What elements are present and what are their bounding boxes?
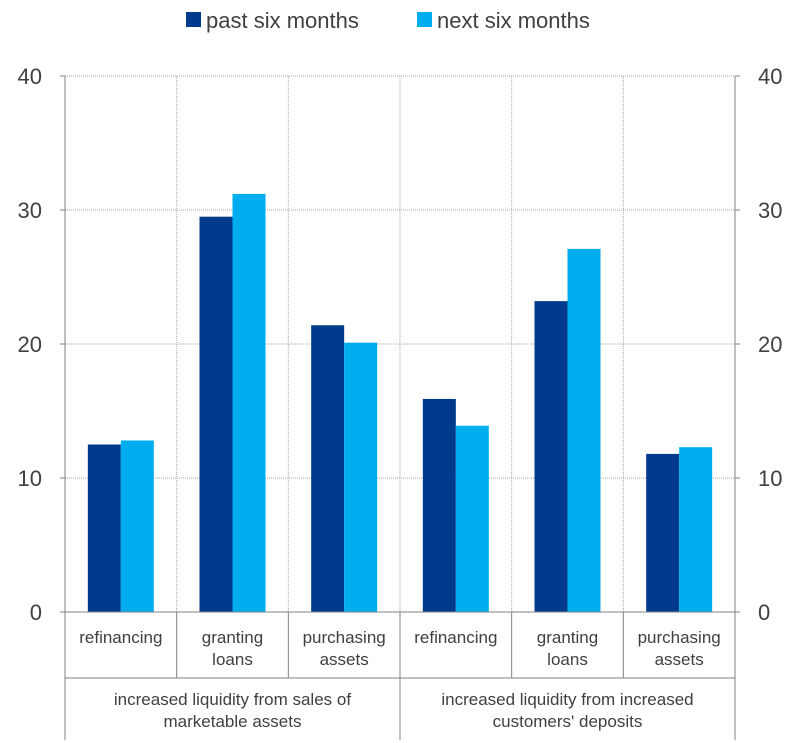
y-tick-label-left-0: 0 bbox=[30, 600, 42, 625]
chart-bars bbox=[87, 193, 713, 613]
category-label-6-line-2: assets bbox=[655, 650, 704, 669]
bar-series1-cat5 bbox=[534, 301, 568, 612]
chart-axes bbox=[60, 75, 740, 740]
y-tick-label-right-10: 10 bbox=[758, 466, 782, 491]
y-tick-label-left-20: 20 bbox=[18, 332, 42, 357]
legend-swatch-1 bbox=[186, 12, 201, 27]
bar-series1-cat6 bbox=[646, 453, 680, 612]
bar-series1-cat2 bbox=[199, 216, 233, 612]
category-label-2-line-1: granting bbox=[202, 628, 263, 647]
legend-label-1: past six months bbox=[206, 8, 359, 33]
bar-series1-cat3 bbox=[311, 325, 345, 612]
category-label-2-line-2: loans bbox=[212, 650, 253, 669]
category-label-6-line-1: purchasing bbox=[638, 628, 721, 647]
group-label-1-line-2: marketable assets bbox=[164, 712, 302, 731]
group-label-2-line-1: increased liquidity from increased bbox=[441, 690, 693, 709]
category-label-3-line-1: purchasing bbox=[303, 628, 386, 647]
legend-label-2: next six months bbox=[437, 8, 590, 33]
category-label-5-line-2: loans bbox=[547, 650, 588, 669]
bar-series2-cat3 bbox=[344, 342, 378, 612]
y-tick-label-right-20: 20 bbox=[758, 332, 782, 357]
bar-series2-cat5 bbox=[567, 248, 601, 613]
bar-series2-cat4 bbox=[455, 425, 489, 612]
category-label-5-line-1: granting bbox=[537, 628, 598, 647]
category-label-3-line-2: assets bbox=[320, 650, 369, 669]
category-label-1-line-1: refinancing bbox=[79, 628, 162, 647]
y-tick-label-right-40: 40 bbox=[758, 64, 782, 89]
bar-series1-cat4 bbox=[422, 398, 456, 612]
y-tick-label-right-0: 0 bbox=[758, 600, 770, 625]
y-tick-label-left-10: 10 bbox=[18, 466, 42, 491]
bar-series2-cat1 bbox=[120, 440, 154, 612]
bar-series2-cat6 bbox=[679, 447, 713, 612]
legend-swatch-2 bbox=[417, 12, 432, 27]
y-tick-label-left-40: 40 bbox=[18, 64, 42, 89]
category-label-4-line-1: refinancing bbox=[414, 628, 497, 647]
group-label-2-line-2: customers' deposits bbox=[493, 712, 643, 731]
chart-gridlines bbox=[65, 75, 735, 612]
y-tick-label-right-30: 30 bbox=[758, 198, 782, 223]
chart-legend: past six months next six months bbox=[186, 8, 590, 33]
bar-series1-cat1 bbox=[87, 444, 121, 612]
bar-series2-cat2 bbox=[232, 193, 266, 613]
y-tick-label-left-30: 30 bbox=[18, 198, 42, 223]
group-label-1-line-1: increased liquidity from sales of bbox=[114, 690, 351, 709]
chart-labels: 0 0 10 10 20 20 30 30 40 40 refinancing granting loa… bbox=[18, 64, 783, 731]
